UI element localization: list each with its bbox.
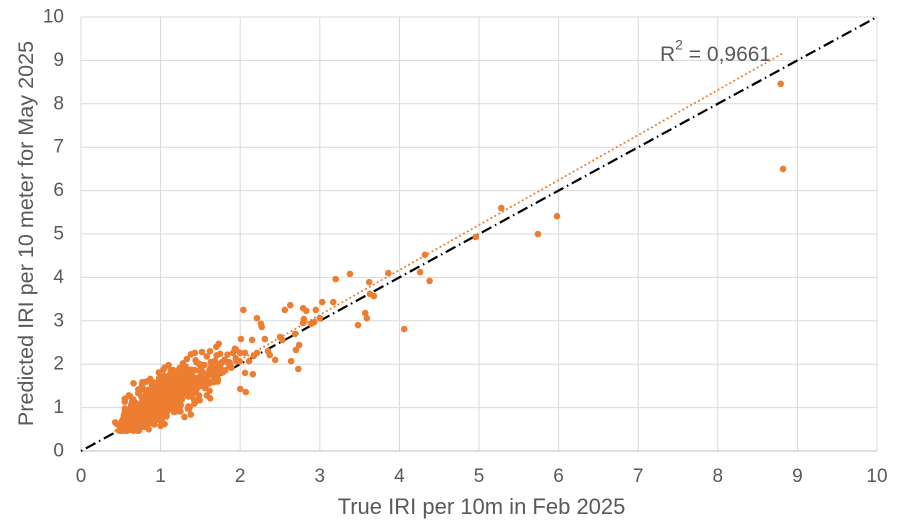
svg-text:2: 2 <box>53 354 64 375</box>
svg-text:2: 2 <box>235 466 246 487</box>
svg-text:1: 1 <box>155 466 166 487</box>
svg-text:5: 5 <box>53 224 64 245</box>
svg-text:0: 0 <box>76 466 87 487</box>
svg-text:4: 4 <box>53 267 64 288</box>
svg-text:7: 7 <box>633 466 644 487</box>
svg-text:10: 10 <box>866 466 887 487</box>
svg-text:10: 10 <box>43 7 64 28</box>
svg-text:5: 5 <box>474 466 485 487</box>
svg-text:0: 0 <box>53 441 64 462</box>
svg-text:6: 6 <box>53 180 64 201</box>
svg-text:1: 1 <box>53 397 64 418</box>
svg-text:Predicted IRI per 10 meter for: Predicted IRI per 10 meter for May 2025 <box>13 41 38 426</box>
svg-text:8: 8 <box>53 93 64 114</box>
svg-text:True IRI per 10m in Feb 2025: True IRI per 10m in Feb 2025 <box>338 494 626 519</box>
svg-text:7: 7 <box>53 137 64 158</box>
svg-text:4: 4 <box>394 466 405 487</box>
svg-text:3: 3 <box>53 310 64 331</box>
svg-text:9: 9 <box>792 466 803 487</box>
svg-text:9: 9 <box>53 50 64 71</box>
svg-text:3: 3 <box>315 466 326 487</box>
svg-text:8: 8 <box>713 466 724 487</box>
svg-text:6: 6 <box>553 466 564 487</box>
